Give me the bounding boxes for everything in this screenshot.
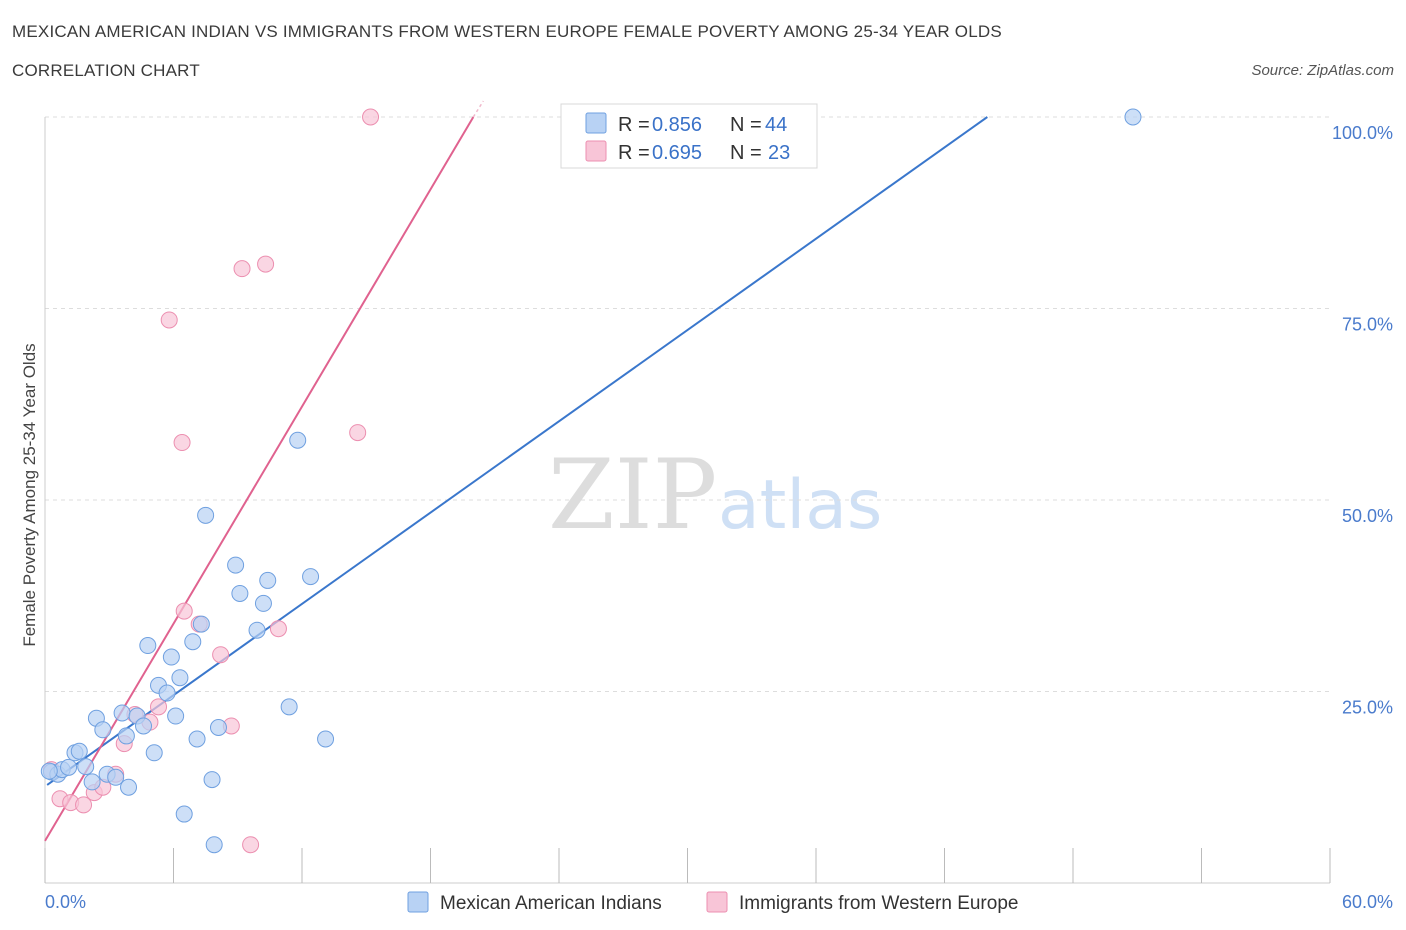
y-tick-label: 50.0%	[1342, 506, 1393, 526]
point-mexican-american-indians	[70, 742, 88, 760]
point-mexican-american-indians	[94, 721, 112, 739]
legend-r-value-pink: 0.695	[652, 142, 702, 164]
point-mexican-american-indians	[1124, 108, 1142, 126]
point-mexican-american-indians	[231, 584, 249, 602]
point-mexican-american-indians	[197, 506, 215, 524]
point-mexican-american-indians	[227, 556, 245, 574]
legend-r-label: R =	[618, 114, 650, 136]
legend-n-value-pink: 23	[768, 142, 790, 164]
axes	[44, 117, 1331, 884]
point-mexican-american-indians	[139, 637, 157, 655]
point-mexican-american-indians	[280, 698, 298, 716]
point-immigrants-western-europe	[257, 255, 275, 273]
point-mexican-american-indians	[203, 771, 221, 789]
legend-r-label: R =	[618, 142, 650, 164]
point-immigrants-western-europe	[75, 796, 93, 814]
point-mexican-american-indians	[145, 744, 163, 762]
point-immigrants-western-europe	[150, 698, 168, 716]
point-mexican-american-indians	[302, 568, 320, 586]
point-mexican-american-indians	[107, 768, 125, 786]
point-mexican-american-indians	[158, 684, 176, 702]
point-mexican-american-indians	[167, 707, 185, 725]
legend-n-label: N =	[730, 114, 762, 136]
point-immigrants-western-europe	[269, 620, 287, 638]
point-mexican-american-indians	[259, 571, 277, 589]
point-mexican-american-indians	[117, 727, 135, 745]
point-mexican-american-indians	[162, 648, 180, 666]
point-immigrants-western-europe	[160, 311, 178, 329]
point-mexican-american-indians	[60, 758, 78, 776]
trend-line-mexican-american-indians	[46, 116, 988, 786]
point-mexican-american-indians	[83, 773, 101, 791]
point-mexican-american-indians	[248, 621, 266, 639]
trend-lines	[44, 100, 988, 842]
legend-swatch-mexican-american-indians	[407, 891, 429, 913]
y-tick-label: 100.0%	[1332, 123, 1393, 143]
point-mexican-american-indians	[135, 717, 153, 735]
point-mexican-american-indians	[188, 730, 206, 748]
point-mexican-american-indians	[184, 633, 202, 651]
legend-swatch-blue	[585, 112, 607, 134]
y-tick-label: 75.0%	[1342, 315, 1393, 335]
chart-title: MEXICAN AMERICAN INDIAN VS IMMIGRANTS FR…	[12, 22, 1002, 41]
legend-n-value-blue: 44	[765, 114, 787, 136]
chart-subtitle: CORRELATION CHART	[12, 61, 200, 80]
series-legend: Mexican American Indians Immigrants from…	[407, 891, 1018, 914]
point-mexican-american-indians	[254, 594, 272, 612]
stats-legend: R = 0.856 N = 44 R = 0.695 N = 23	[560, 103, 818, 169]
y-tick-label: 25.0%	[1342, 698, 1393, 718]
x-tick-label: 0.0%	[45, 892, 86, 912]
gridlines	[45, 116, 1330, 692]
tick-labels: 25.0% 50.0% 75.0% 100.0% 0.0% 60.0%	[45, 123, 1393, 912]
legend-swatch-immigrants-western-europe	[706, 891, 728, 913]
legend-label-mexican-american-indians: Mexican American Indians	[440, 893, 662, 914]
point-immigrants-western-europe	[349, 424, 367, 442]
point-mexican-american-indians	[171, 669, 189, 687]
legend-label-immigrants-western-europe: Immigrants from Western Europe	[739, 893, 1018, 914]
point-mexican-american-indians	[175, 805, 193, 823]
point-immigrants-western-europe	[362, 108, 380, 126]
source-note: Source: ZipAtlas.com	[1251, 62, 1394, 79]
trend-line-extension	[472, 100, 484, 118]
point-mexican-american-indians	[77, 758, 95, 776]
point-mexican-american-indians	[209, 719, 227, 737]
point-immigrants-western-europe	[212, 646, 230, 664]
point-mexican-american-indians	[205, 836, 223, 854]
y-axis-title: Female Poverty Among 25-34 Year Olds	[20, 343, 39, 646]
point-mexican-american-indians	[289, 431, 307, 449]
legend-r-value-blue: 0.856	[652, 114, 702, 136]
point-mexican-american-indians	[40, 762, 58, 780]
point-immigrants-western-europe	[175, 602, 193, 620]
legend-n-label: N =	[730, 142, 762, 164]
watermark-atlas: atlas	[718, 466, 882, 545]
point-immigrants-western-europe	[242, 836, 260, 854]
x-tick-label: 60.0%	[1342, 892, 1393, 912]
watermark-zip: ZIP	[548, 439, 717, 551]
legend-swatch-pink	[585, 140, 607, 162]
point-mexican-american-indians	[317, 730, 335, 748]
point-immigrants-western-europe	[173, 434, 191, 452]
point-immigrants-western-europe	[233, 260, 251, 278]
point-mexican-american-indians	[120, 778, 138, 796]
point-mexican-american-indians	[192, 615, 210, 633]
point-mexican-american-indians	[113, 704, 131, 722]
trend-line-immigrants-western-europe	[44, 116, 475, 842]
